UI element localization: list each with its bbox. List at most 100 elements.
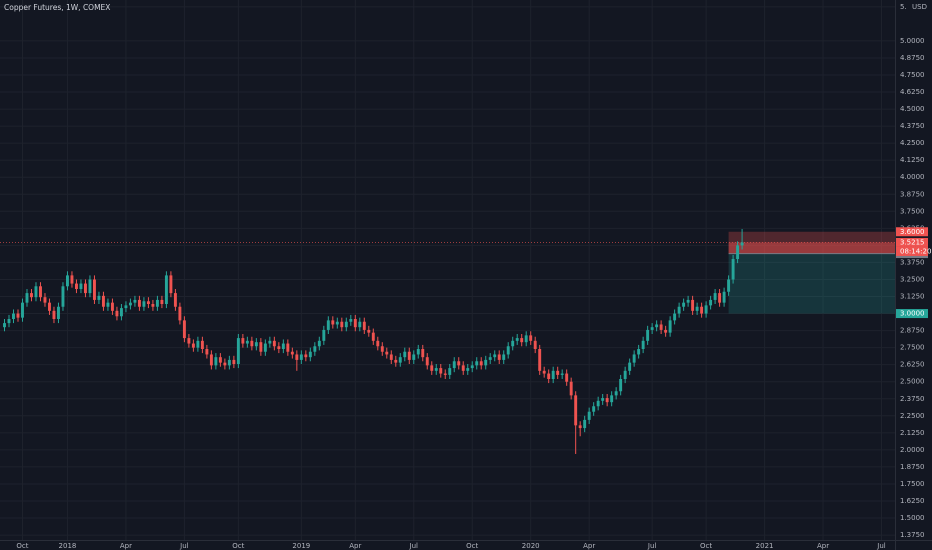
candle-body [304, 354, 308, 358]
candle-body [524, 335, 528, 343]
candle-body [520, 338, 524, 343]
candle-body [461, 365, 465, 371]
target-zone [728, 253, 895, 314]
candle-body [718, 293, 722, 303]
candle-body [475, 361, 479, 366]
y-tick-label: 5.0000 [900, 37, 925, 45]
candle-body [596, 400, 600, 407]
candle-body [88, 279, 92, 294]
candle-body [128, 302, 132, 306]
candles [3, 229, 744, 454]
candle-body [457, 361, 461, 366]
candle-body [704, 305, 708, 314]
candle-body [668, 320, 672, 333]
candle-body [191, 343, 195, 348]
candle-body [182, 320, 186, 339]
candle-body [448, 368, 452, 375]
candle-body [416, 349, 420, 355]
candle-body [286, 343, 290, 352]
candle-body [578, 425, 582, 429]
candle-body [740, 242, 744, 246]
candle-body [515, 338, 519, 341]
candle-body [299, 354, 303, 360]
countdown-badge [896, 246, 928, 256]
candle-body [21, 302, 24, 318]
candle-body [173, 293, 177, 307]
candle-body [209, 354, 213, 366]
last-price-label: 3.5215 [900, 238, 925, 246]
candle-body [12, 313, 15, 320]
candle-body [146, 301, 150, 305]
y-tick-label: 4.3750 [900, 122, 925, 130]
candle-body [727, 279, 731, 292]
candle-body [587, 411, 591, 420]
axes: 1.3750 1.5000 1.6250 1.7500 1.8750 2.0000 2.12… [16, 3, 931, 550]
candle-body [241, 338, 245, 344]
candle-body [160, 299, 164, 305]
candle-body [200, 340, 204, 350]
x-tick-label: Jul [876, 542, 886, 550]
candle-body [493, 354, 497, 358]
candle-body [317, 340, 321, 347]
candle-body [736, 245, 740, 260]
candle-body [16, 313, 20, 318]
candle-body [497, 354, 501, 360]
candle-body [569, 381, 573, 396]
candle-body [650, 327, 654, 330]
candle-body [610, 395, 614, 403]
candle-body [623, 370, 627, 379]
chart-title: Copper Futures, 1W, COMEX [4, 3, 110, 12]
candle-body [97, 295, 101, 300]
candle-body [380, 346, 384, 352]
y-tick-label: 3.8750 [900, 190, 925, 198]
candle-body [295, 354, 299, 360]
y-tick-label: 1.3750 [900, 531, 925, 539]
candle-body [74, 283, 78, 290]
candle-body [506, 346, 510, 355]
candle-body [232, 359, 236, 364]
candle-body [686, 299, 690, 303]
candle-body [673, 313, 677, 321]
candle-body [290, 351, 294, 355]
x-tick-label: Jul [647, 542, 657, 550]
candle-body [713, 293, 717, 300]
open-pnl-zone [728, 242, 895, 254]
candle-body [322, 329, 326, 341]
y-tick-label: 1.5000 [900, 514, 925, 522]
candle-body [83, 283, 87, 294]
candle-body [574, 395, 578, 426]
candle-body [511, 340, 515, 347]
candle-body [70, 275, 74, 284]
y-tick-label: 2.8750 [900, 327, 925, 335]
candle-body [164, 275, 168, 305]
candle-body [353, 319, 357, 328]
candle-body [434, 368, 438, 371]
candle-body [439, 368, 443, 374]
candle-body [223, 362, 227, 366]
candle-body [169, 275, 173, 294]
x-tick-label: 2020 [522, 542, 540, 550]
candle-body [403, 351, 407, 358]
candle-body [470, 365, 474, 369]
y-tick-label: 5. [900, 3, 907, 11]
candle-body [151, 304, 155, 307]
y-tick-label: 1.6250 [900, 497, 925, 505]
candle-body [659, 324, 663, 330]
candle-body [335, 321, 339, 325]
candle-body [30, 293, 33, 298]
candle-body [133, 299, 137, 303]
last-price-badge [896, 237, 928, 247]
candle-body [119, 308, 123, 317]
candle-body [542, 370, 546, 374]
candle-body [421, 349, 425, 358]
y-tick-label: 1.8750 [900, 463, 925, 471]
x-tick-label: 2021 [756, 542, 774, 550]
candle-body [565, 373, 569, 382]
candle-body [443, 373, 447, 375]
candle-body [452, 361, 456, 369]
y-tick-label: 4.8750 [900, 54, 925, 62]
candle-body [61, 286, 65, 307]
candle-body [583, 419, 587, 429]
candle-body [268, 340, 272, 344]
candle-body [7, 319, 11, 324]
